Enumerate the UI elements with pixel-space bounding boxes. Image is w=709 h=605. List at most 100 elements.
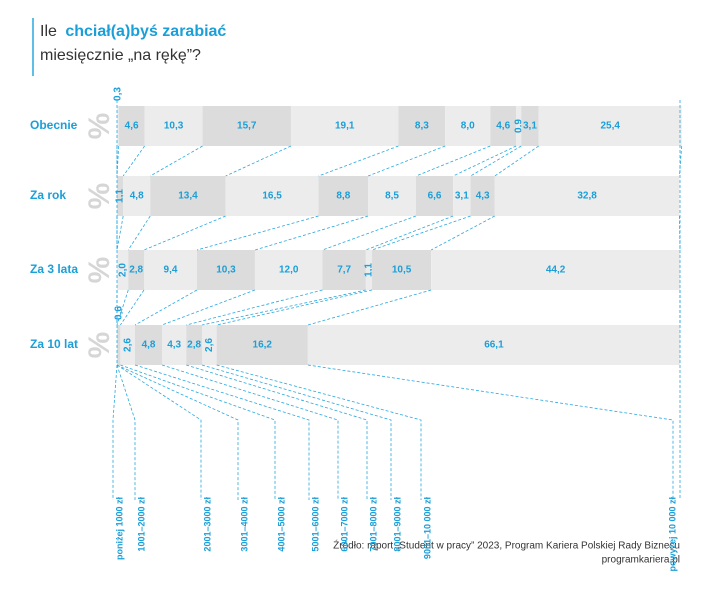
value-label: 32,8	[577, 191, 597, 202]
connector	[120, 289, 145, 326]
bar-segment	[117, 325, 121, 365]
connector	[161, 289, 256, 326]
connector	[318, 145, 399, 177]
bar-segment	[415, 176, 454, 216]
unit-glyph: %	[83, 332, 116, 359]
value-label: 2,6	[122, 338, 133, 352]
title-part: chciał(a)byś zarabiać	[65, 23, 226, 40]
bracket-label: 1001–2000 zł	[136, 497, 146, 552]
connector	[216, 364, 422, 500]
value-label: 16,2	[253, 340, 273, 351]
value-label: 10,3	[164, 121, 184, 132]
bracket-label: poniżej 1000 zł	[114, 497, 124, 561]
bar-segment	[202, 325, 217, 365]
connector	[201, 364, 392, 500]
value-label: 4,8	[130, 191, 144, 202]
category-label: Za 10 lat	[30, 337, 78, 351]
value-label: 0,9	[513, 119, 524, 133]
chart-title: Ile chciał(a)byś zarabiać	[40, 23, 226, 40]
bar-segment	[322, 250, 366, 290]
bar-segment	[216, 325, 308, 365]
connector	[430, 215, 495, 251]
connector	[679, 145, 683, 177]
connector	[196, 215, 319, 251]
bar-segment	[225, 176, 319, 216]
bar-segment	[186, 325, 203, 365]
value-label: 1,1	[364, 263, 375, 277]
connector	[254, 215, 369, 251]
bracket-label: 7001–8000 zł	[368, 497, 378, 552]
bracket-label: 4001–5000 zł	[276, 497, 286, 552]
bracket-label: 9001–10 000 zł	[422, 497, 432, 560]
bar-segment	[470, 176, 495, 216]
connector	[365, 215, 454, 251]
bar-segment	[365, 250, 373, 290]
connector	[201, 289, 366, 326]
category-label: Za 3 lata	[30, 262, 78, 276]
connector	[112, 364, 118, 500]
connector	[116, 289, 129, 326]
connector	[186, 289, 323, 326]
value-label: 9,4	[164, 265, 178, 276]
bar-segment	[128, 250, 145, 290]
value-label: 4,3	[476, 191, 490, 202]
value-label: 3,1	[455, 191, 469, 202]
value-label: 2,0	[117, 263, 128, 277]
bar-segment	[254, 250, 323, 290]
value-label: 3,1	[523, 121, 537, 132]
value-label: 2,8	[187, 340, 201, 351]
connector	[452, 145, 517, 177]
connector	[116, 364, 202, 500]
bar-segment	[445, 106, 491, 146]
bar-segment	[431, 250, 680, 290]
value-label: 7,7	[337, 265, 351, 276]
value-label: 4,6	[125, 121, 139, 132]
value-label: 15,7	[237, 121, 257, 132]
bar-segment	[123, 176, 151, 216]
connector	[216, 289, 373, 326]
value-label: 8,8	[336, 191, 350, 202]
value-label: 6,6	[428, 191, 442, 202]
bar-segment	[538, 106, 682, 146]
connector	[116, 215, 124, 251]
connector	[143, 215, 226, 251]
bar-segment	[494, 176, 680, 216]
connector	[150, 145, 203, 177]
connector	[127, 215, 151, 251]
connector	[116, 364, 136, 500]
value-label: 4,8	[142, 340, 156, 351]
value-label: 19,1	[335, 121, 355, 132]
bar-segment	[162, 325, 187, 365]
unit-glyph: %	[83, 183, 116, 210]
bar-segment	[398, 106, 446, 146]
source-url: programkariera.pl	[602, 555, 680, 566]
connector	[322, 215, 417, 251]
category-label: Obecnie	[30, 118, 78, 132]
bar-segment	[318, 176, 369, 216]
bar-segment	[120, 325, 136, 365]
value-label: 12,0	[279, 265, 299, 276]
bar-segment	[196, 250, 255, 290]
connector	[116, 364, 239, 500]
bracket-label: 6001–7000 zł	[339, 497, 349, 552]
connector	[120, 364, 276, 500]
connector	[122, 145, 145, 177]
value-label: 2,6	[204, 338, 215, 352]
connector	[307, 289, 432, 326]
value-label: 25,4	[600, 121, 620, 132]
bar-segment	[368, 176, 416, 216]
connector	[161, 364, 339, 500]
bar-segment	[307, 325, 680, 365]
bar-segment	[144, 250, 197, 290]
connector	[367, 145, 446, 177]
chart-subtitle: miesięcznie „na rękę”?	[40, 47, 201, 64]
connector	[415, 145, 491, 177]
bar-segment	[516, 106, 522, 146]
value-label: 0,6	[113, 306, 124, 320]
bar-segment	[118, 106, 145, 146]
connector	[679, 215, 681, 251]
connector	[116, 145, 120, 177]
connector	[134, 289, 198, 326]
